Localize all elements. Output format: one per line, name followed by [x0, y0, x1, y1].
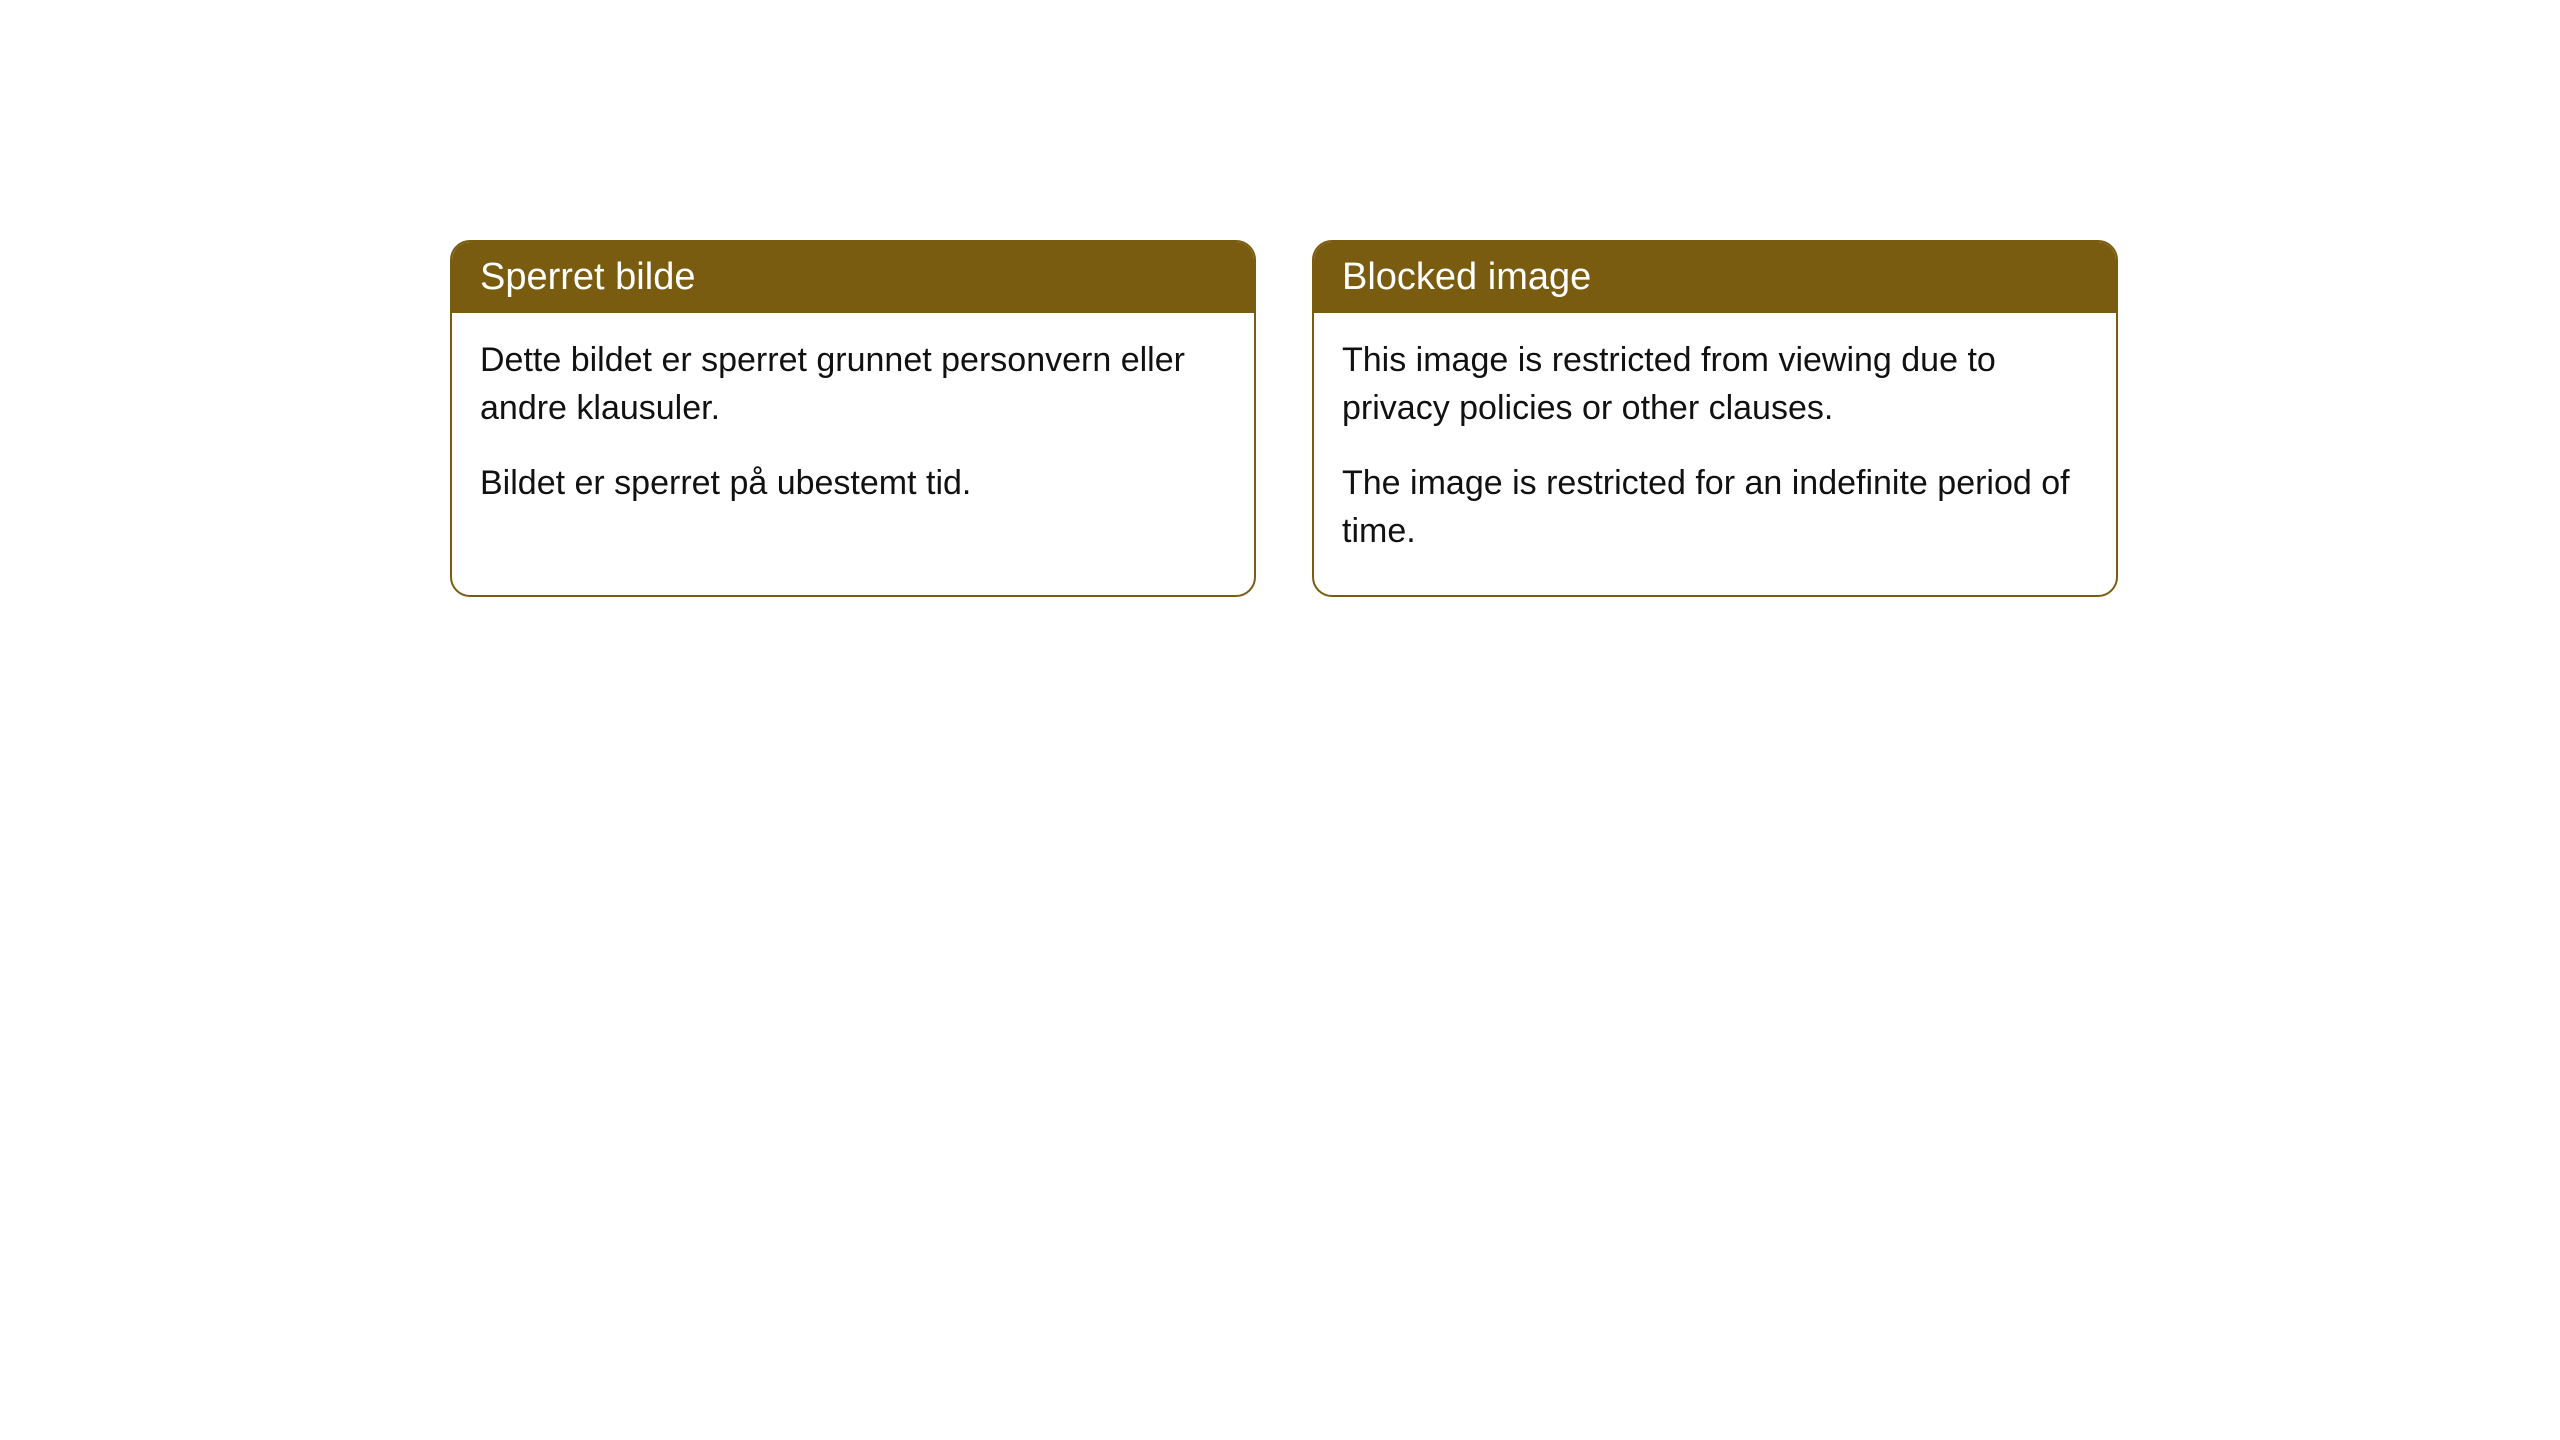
card-header-en: Blocked image: [1314, 242, 2116, 313]
card-paragraph: Bildet er sperret på ubestemt tid.: [480, 460, 1226, 508]
blocked-image-card-en: Blocked image This image is restricted f…: [1312, 240, 2118, 597]
card-body-no: Dette bildet er sperret grunnet personve…: [452, 313, 1254, 548]
card-paragraph: Dette bildet er sperret grunnet personve…: [480, 337, 1226, 432]
card-header-no: Sperret bilde: [452, 242, 1254, 313]
card-paragraph: This image is restricted from viewing du…: [1342, 337, 2088, 432]
card-paragraph: The image is restricted for an indefinit…: [1342, 460, 2088, 555]
blocked-image-card-no: Sperret bilde Dette bildet er sperret gr…: [450, 240, 1256, 597]
card-body-en: This image is restricted from viewing du…: [1314, 313, 2116, 595]
notice-cards-container: Sperret bilde Dette bildet er sperret gr…: [0, 0, 2560, 597]
